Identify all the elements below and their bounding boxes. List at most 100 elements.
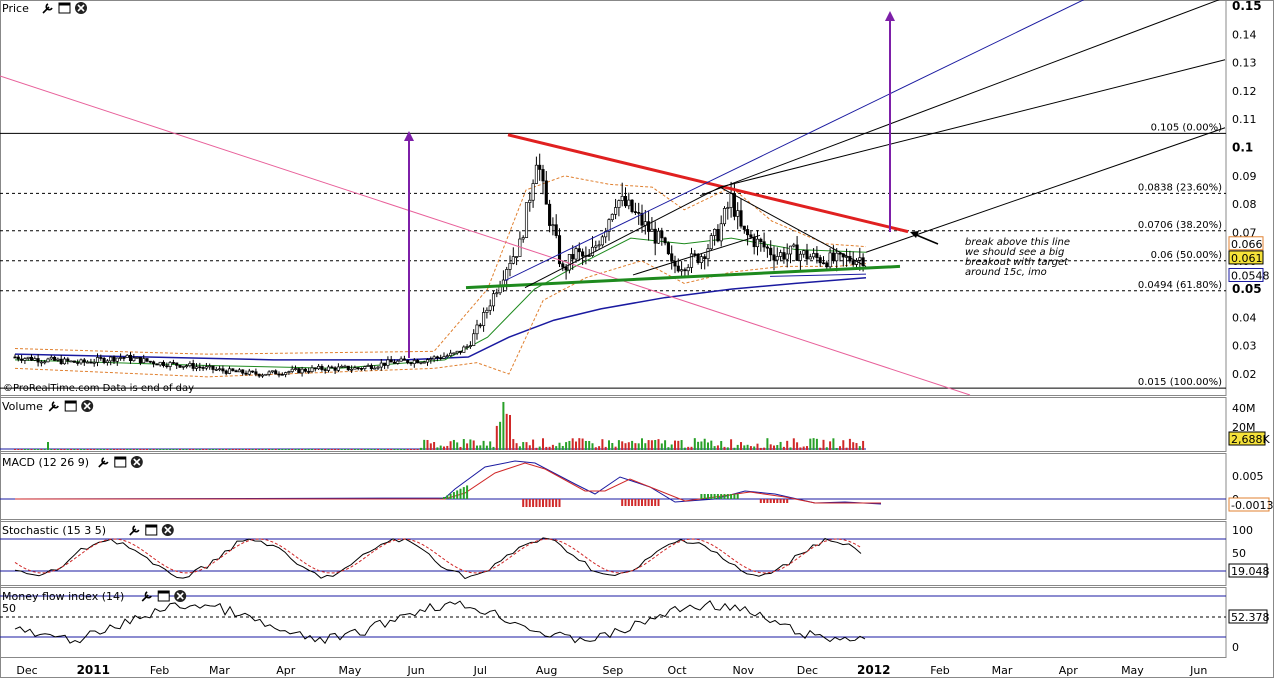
candle (475, 319, 479, 340)
x-tick-label: Nov (733, 664, 755, 677)
volume-bar (386, 449, 389, 450)
volume-bar (584, 440, 587, 450)
candle-body (676, 265, 680, 272)
volume-bar (311, 449, 313, 450)
y-tick-label: 0.04 (1232, 311, 1257, 324)
wrench-icon[interactable] (129, 525, 140, 536)
window-icon[interactable] (64, 400, 77, 412)
window-bar (145, 525, 157, 528)
candle (267, 370, 271, 377)
candle (617, 199, 621, 217)
volume-bar (858, 446, 861, 450)
candle (429, 356, 433, 364)
volume-bar (522, 442, 525, 450)
candle (191, 359, 195, 372)
volume-bar (284, 449, 287, 450)
wrench-shape (48, 401, 59, 412)
volume-bar (551, 444, 554, 450)
wrench-icon[interactable] (141, 591, 152, 602)
candle (409, 361, 413, 366)
channel-line (524, 186, 721, 289)
candle-body (86, 361, 90, 364)
volume-bar (796, 442, 799, 450)
volume-bar (578, 438, 581, 450)
volume-bar (202, 449, 205, 450)
y-tick-label: 0.03 (1232, 340, 1257, 353)
candle (99, 354, 103, 361)
candle (20, 354, 24, 364)
candle-body (29, 356, 34, 361)
volume-bar (37, 449, 40, 450)
candle-body (340, 365, 344, 368)
candle (359, 367, 364, 371)
macd-histogram-bar (779, 499, 782, 503)
y-tick-label: 0.15 (1232, 0, 1262, 13)
volume-bar (129, 449, 132, 450)
macd-histogram-bar (654, 499, 657, 506)
candle (175, 362, 179, 370)
window-icon[interactable] (157, 590, 170, 602)
volume-bar (683, 447, 686, 450)
window-icon[interactable] (58, 2, 71, 14)
candle-body (330, 366, 334, 369)
close-icon[interactable] (161, 524, 174, 536)
volume-bar (80, 449, 82, 450)
candle-body (287, 371, 291, 373)
bollinger-lower (14, 260, 867, 378)
x-tick-label: Jun (407, 664, 425, 677)
candle (257, 373, 261, 378)
candle (227, 366, 232, 375)
volume-bar (667, 447, 670, 450)
candle (138, 357, 142, 366)
wrench-icon[interactable] (98, 457, 109, 468)
window-icon[interactable] (145, 524, 158, 536)
candle (656, 227, 661, 244)
close-icon[interactable] (81, 400, 94, 412)
candle-body (389, 359, 393, 363)
candle-body (468, 345, 472, 347)
candle-body (39, 361, 43, 364)
volume-bar (350, 449, 353, 450)
candle-body (802, 250, 806, 255)
candle-body (528, 199, 532, 203)
candle-body (66, 358, 70, 362)
candle-body (442, 356, 446, 359)
volume-bar (248, 449, 251, 450)
volume-bar (627, 442, 630, 450)
candle-body (284, 372, 288, 375)
candle-body (462, 346, 466, 353)
candle (488, 299, 492, 315)
wrench-shape (98, 457, 109, 468)
volume-bar (149, 449, 152, 450)
volume-bar (766, 438, 769, 450)
macd-histogram-bar (551, 499, 554, 507)
window-icon[interactable] (114, 456, 127, 468)
candle (600, 234, 604, 247)
candle-body (237, 369, 241, 373)
candle-body (102, 358, 106, 363)
wrench-icon[interactable] (42, 3, 53, 14)
close-icon[interactable] (75, 2, 87, 14)
panel-header-price: Price (2, 2, 87, 15)
volume-bar (561, 445, 564, 450)
x-tick-label: 2011 (77, 663, 110, 677)
close-icon[interactable] (130, 456, 143, 468)
volume-bar (825, 447, 828, 450)
wrench-icon[interactable] (48, 401, 59, 412)
candle-body (270, 370, 274, 373)
candle (713, 228, 717, 246)
candle (56, 357, 60, 362)
candle (742, 225, 746, 234)
candle (647, 210, 651, 241)
candle-body (333, 367, 337, 371)
volume-bar (396, 449, 399, 450)
volume-bar (287, 449, 290, 450)
volume-bar (274, 449, 277, 450)
volume-bar (139, 449, 142, 450)
candle (66, 357, 70, 365)
volume-bar (195, 449, 198, 450)
y-tick-label: 20M (1232, 421, 1256, 434)
candle (779, 249, 783, 262)
macd-histogram-bar (545, 499, 548, 507)
close-icon[interactable] (174, 590, 187, 602)
